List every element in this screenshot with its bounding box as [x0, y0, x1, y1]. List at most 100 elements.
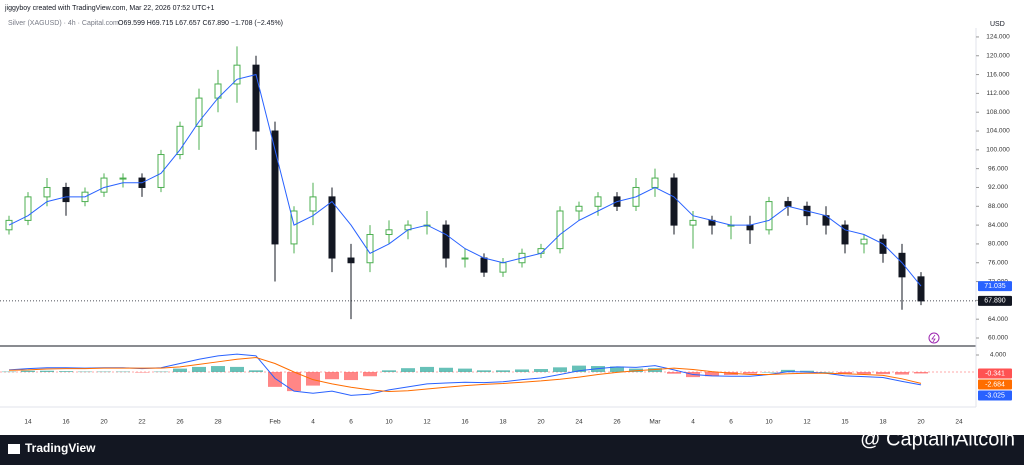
price-tag [978, 281, 1012, 292]
x-tick-label: 28 [214, 419, 222, 426]
price-tag [978, 368, 1012, 379]
candle-body [366, 234, 374, 264]
x-tick-label: 16 [461, 419, 469, 426]
event-icon [928, 332, 940, 344]
price-tag [978, 379, 1012, 390]
candle-body [651, 177, 659, 188]
x-tick-label: 24 [575, 419, 583, 426]
histogram-bar [819, 372, 833, 373]
candle-body [5, 219, 13, 231]
candle-body [499, 262, 507, 273]
symbol: Silver (XAGUSD) · 4h · Capital.com [8, 20, 119, 27]
x-tick-label: 12 [423, 419, 431, 426]
candle-body [461, 257, 469, 260]
histogram-bar [59, 371, 73, 373]
histogram-bar [572, 365, 586, 373]
candle-body [119, 177, 127, 180]
histogram-bar [743, 372, 757, 374]
histogram-bar [78, 371, 92, 373]
x-tick-label: 18 [879, 419, 887, 426]
price-tag-label: -2.684 [985, 381, 1005, 388]
brand: TradingView [25, 441, 96, 455]
histogram-bar [439, 367, 453, 373]
histogram-bar [2, 371, 16, 373]
histogram-bar [173, 368, 187, 373]
histogram-bar [800, 370, 814, 373]
credit: jiggyboy created with TradingView.com, M… [4, 5, 215, 12]
histogram-bar [325, 372, 339, 380]
histogram-bar [876, 372, 890, 375]
candle-body [328, 196, 336, 259]
histogram-bar [477, 370, 491, 373]
candle-body [556, 210, 564, 250]
histogram-bar [21, 370, 35, 373]
x-tick-label: 26 [176, 419, 184, 426]
x-tick-label: 6 [349, 419, 353, 426]
y-tick-label: 76.000 [988, 259, 1008, 266]
histogram-bar [287, 372, 301, 392]
histogram-bar [154, 371, 168, 373]
x-tick-label: 15 [841, 419, 849, 426]
histogram-bar [762, 372, 776, 373]
x-tick-label: 4 [311, 419, 315, 426]
histogram-bar [268, 372, 282, 387]
histogram-bar [914, 372, 928, 374]
histogram-bar [895, 372, 909, 375]
histogram-bar [382, 370, 396, 373]
x-tick-label: 12 [803, 419, 811, 426]
x-tick-label: 20 [917, 419, 925, 426]
candle-body [309, 196, 317, 212]
candle-body [898, 252, 906, 278]
candle-body [841, 224, 849, 245]
y-tick-label: 92.000 [988, 184, 1008, 191]
x-tick-label: 22 [138, 419, 146, 426]
candle-body [860, 238, 868, 245]
histogram-bar [534, 369, 548, 373]
y-tick-label: 88.000 [988, 203, 1008, 210]
x-tick-label: 6 [729, 419, 733, 426]
y-tick-label: 84.000 [988, 222, 1008, 229]
candle-body [689, 219, 697, 226]
candle-body [100, 177, 108, 193]
price-tag-label: 71.035 [984, 283, 1006, 290]
candle-body [43, 186, 51, 198]
candle-body [670, 177, 678, 226]
candle-body [765, 201, 773, 231]
histogram-bar [667, 372, 681, 374]
candle-body [385, 229, 393, 236]
y-tick-label: 120.000 [986, 52, 1010, 59]
y-tick-label: 108.000 [986, 109, 1010, 116]
histogram-bar [116, 371, 130, 373]
x-tick-label: 16 [62, 419, 70, 426]
line [8, 357, 922, 393]
candle-body [594, 196, 602, 207]
histogram-bar [344, 372, 358, 381]
price-tag [978, 295, 1012, 306]
y-tick-label: 80.000 [988, 241, 1008, 248]
histogram-bar [515, 369, 529, 373]
histogram-bar [610, 366, 624, 373]
x-tick-label: 18 [499, 419, 507, 426]
candle-body [271, 130, 279, 245]
candle-body [442, 224, 450, 259]
x-tick-label: 10 [385, 419, 393, 426]
candle-body [252, 64, 260, 132]
candle-body [24, 196, 32, 221]
y-tick-label: 112.000 [986, 90, 1009, 97]
histogram-bar [553, 367, 567, 373]
y-tick-label: 64.000 [988, 316, 1008, 323]
event-icon [931, 334, 936, 343]
candle-body [347, 257, 355, 264]
candle-body [290, 210, 298, 245]
histogram-bar [496, 370, 510, 373]
currency: USD [990, 21, 1005, 28]
histogram-bar [97, 371, 111, 373]
x-tick-label: Mar [649, 419, 661, 426]
price-tag [978, 390, 1012, 401]
histogram-bar [420, 366, 434, 373]
footer-bar [0, 435, 1024, 465]
price-tag-label: -0.341 [985, 370, 1005, 377]
y-tick-label: 60.000 [988, 335, 1008, 342]
candle-body [195, 97, 203, 127]
